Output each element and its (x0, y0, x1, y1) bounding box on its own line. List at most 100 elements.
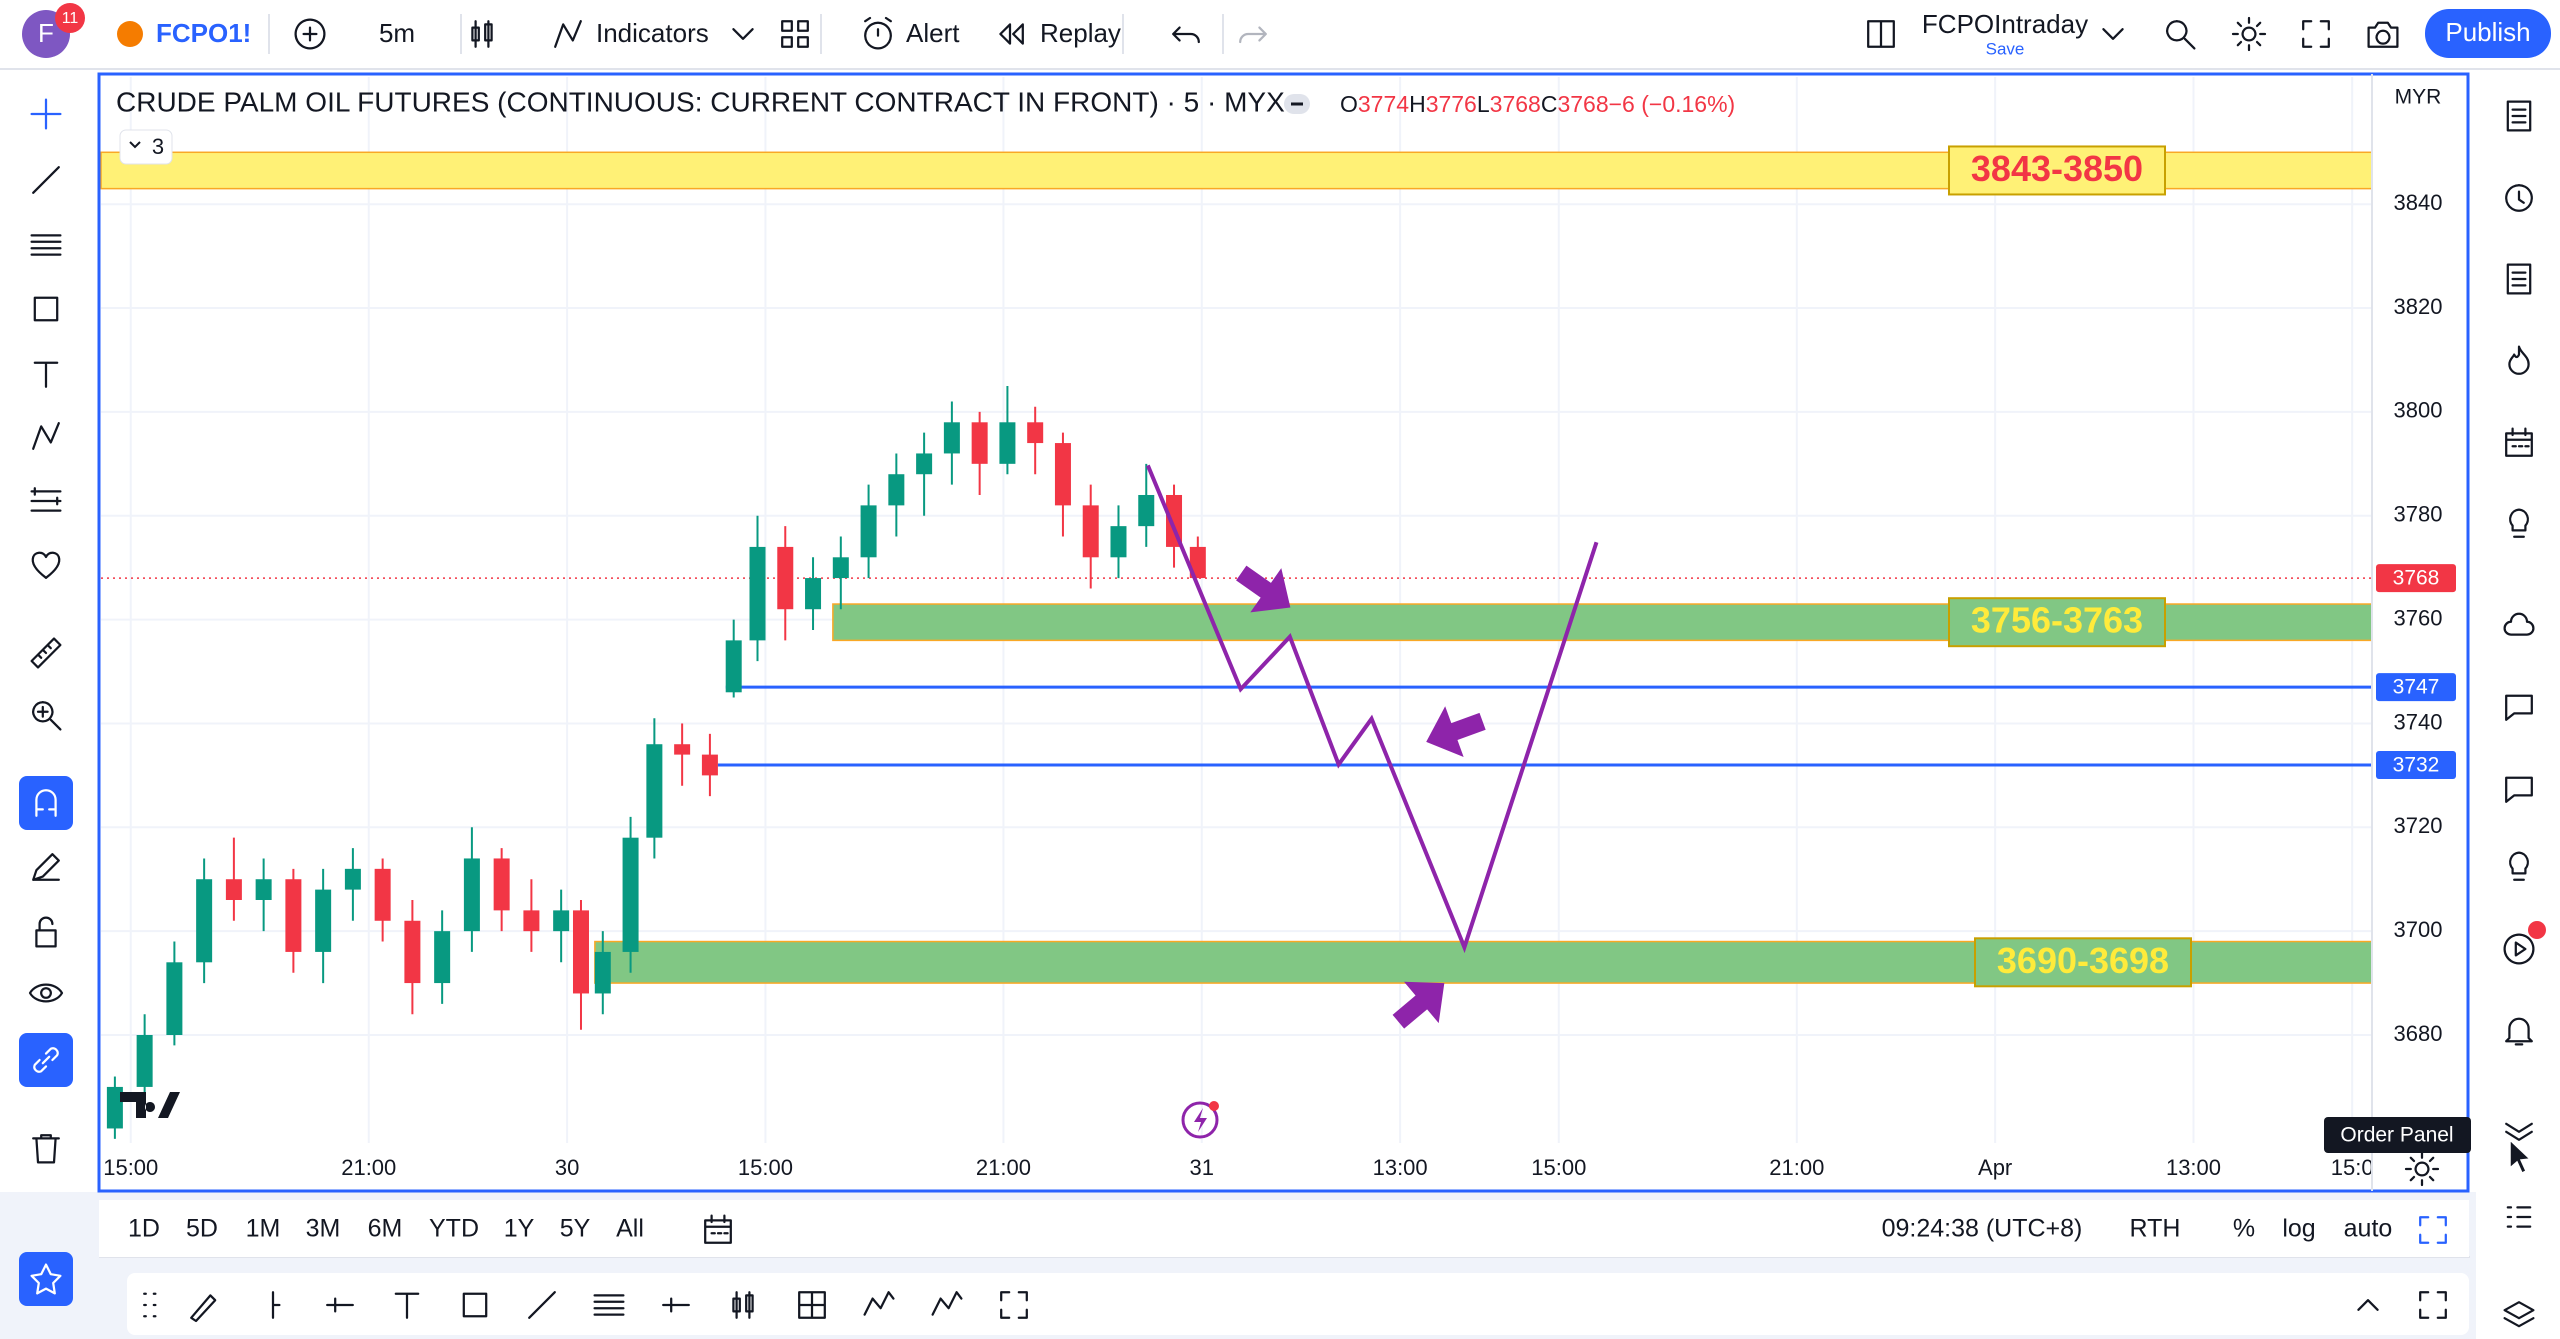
header-icon[interactable] (732, 28, 754, 40)
header-icon[interactable] (2302, 20, 2330, 48)
goto-date[interactable] (704, 1214, 732, 1244)
symbol[interactable]: FCPO1! (156, 18, 251, 48)
header-icon[interactable] (1172, 26, 1200, 44)
sidebar-icon[interactable] (2509, 508, 2529, 538)
sidebar-icon[interactable] (2506, 263, 2532, 295)
session[interactable]: RTH (2130, 1215, 2181, 1243)
left-tool[interactable] (33, 361, 59, 388)
left-tool[interactable] (30, 1263, 62, 1295)
sidebar-icon[interactable] (2506, 100, 2532, 132)
left-tool[interactable] (35, 789, 57, 817)
drawing-tool[interactable] (662, 1297, 690, 1313)
left-tool[interactable] (32, 853, 60, 881)
left-tool[interactable] (33, 1047, 59, 1073)
header-icon[interactable] (2367, 21, 2399, 48)
sidebar-icon[interactable] (2505, 776, 2533, 803)
range-button[interactable]: 5D (186, 1215, 218, 1243)
drawing-tool[interactable] (190, 1294, 217, 1323)
tv-logo (120, 1092, 180, 1118)
sidebar-icon[interactable] (2505, 1122, 2533, 1141)
left-tool[interactable] (28, 983, 64, 1003)
range-button[interactable]: YTD (429, 1215, 479, 1243)
range-button[interactable]: 6M (368, 1215, 403, 1243)
range-button[interactable]: 3M (306, 1215, 341, 1243)
left-tool[interactable] (35, 916, 57, 948)
header-icon[interactable] (1867, 20, 1895, 48)
indicators-button[interactable]: Indicators (596, 18, 709, 48)
sidebar-icon[interactable] (2506, 1206, 2532, 1228)
save-button[interactable]: Save (1986, 39, 2025, 58)
axis-settings[interactable] (2404, 1151, 2440, 1187)
range-button[interactable]: 5Y (560, 1215, 591, 1243)
sidebar-icon[interactable] (2508, 345, 2530, 375)
left-tool[interactable] (32, 701, 62, 731)
drawing-tool[interactable] (2419, 1291, 2447, 1319)
left-tool[interactable] (31, 551, 61, 579)
left-tool[interactable] (30, 234, 62, 256)
left-tool[interactable] (30, 487, 62, 512)
sidebar-icon[interactable] (2505, 1017, 2533, 1046)
drawing-tool[interactable] (394, 1292, 420, 1319)
range-button[interactable]: 1M (246, 1215, 281, 1243)
range-button[interactable]: 1Y (504, 1215, 535, 1243)
candle-body (860, 505, 877, 558)
percent-toggle[interactable]: % (2233, 1215, 2255, 1243)
event-marker[interactable] (1181, 1101, 1219, 1139)
candle-body (943, 422, 960, 454)
drawing-tool[interactable] (326, 1297, 354, 1313)
header-icon[interactable] (2102, 28, 2124, 40)
header-icon[interactable] (554, 20, 582, 48)
auto-toggle[interactable]: auto (2344, 1215, 2393, 1243)
left-tool[interactable] (30, 98, 62, 130)
drawing-tool[interactable] (528, 1291, 556, 1319)
sidebar-icon[interactable] (2505, 694, 2533, 721)
replay-button[interactable]: Replay (1040, 18, 1121, 48)
header-icon[interactable] (1239, 26, 1267, 44)
sidebar-icon[interactable] (2509, 851, 2529, 881)
drawing-tool[interactable] (462, 1292, 488, 1318)
log-toggle[interactable]: log (2282, 1215, 2315, 1243)
left-tool[interactable] (32, 422, 60, 450)
candle-body (523, 910, 540, 932)
y-tick-label: 3720 (2394, 813, 2443, 838)
drawing-tool[interactable] (732, 1291, 754, 1319)
drawing-tool[interactable] (271, 1291, 281, 1319)
publish-button[interactable] (2425, 9, 2551, 58)
price-tag (2376, 564, 2456, 593)
alert-button[interactable]: Alert (906, 18, 960, 48)
currency[interactable]: MYR (2395, 86, 2442, 109)
sidebar-icon[interactable] (2503, 612, 2535, 636)
fullscreen-toggle[interactable] (2419, 1216, 2447, 1244)
header-icon[interactable] (864, 16, 892, 50)
header-icon[interactable] (294, 18, 326, 50)
range-button[interactable]: All (616, 1215, 644, 1243)
candle-body (572, 910, 589, 994)
sidebar-icon[interactable] (2503, 933, 2535, 965)
sidebar-icon[interactable] (2505, 427, 2533, 457)
left-tool[interactable] (32, 166, 60, 194)
drawing-tool[interactable] (863, 1291, 895, 1316)
candle-body (493, 858, 510, 911)
notification-badge (55, 3, 85, 33)
drawing-tool[interactable] (1000, 1291, 1028, 1319)
candle-body (255, 879, 272, 900)
drawing-tool[interactable] (593, 1294, 625, 1316)
interval[interactable]: 5m (379, 18, 415, 48)
drawing-tool[interactable] (2357, 1299, 2379, 1311)
drawing-tool[interactable] (931, 1291, 963, 1316)
header-icon[interactable] (2166, 20, 2196, 50)
sidebar-icon[interactable] (2503, 1301, 2535, 1328)
sidebar-icon[interactable] (2505, 184, 2533, 212)
left-tool[interactable] (30, 637, 62, 669)
header-icon[interactable] (471, 20, 493, 48)
drawing-tool[interactable] (798, 1291, 826, 1319)
left-tool[interactable] (33, 296, 59, 322)
header-icon[interactable] (999, 23, 1024, 45)
drawing-tool[interactable] (143, 1292, 157, 1318)
header-icon[interactable] (781, 20, 809, 48)
collapse-indicators[interactable] (119, 129, 173, 165)
layout-name[interactable]: FCPOIntraday (1922, 9, 2088, 39)
range-button[interactable]: 1D (128, 1215, 160, 1243)
header-icon[interactable] (2231, 16, 2267, 52)
left-tool[interactable] (32, 1134, 60, 1164)
